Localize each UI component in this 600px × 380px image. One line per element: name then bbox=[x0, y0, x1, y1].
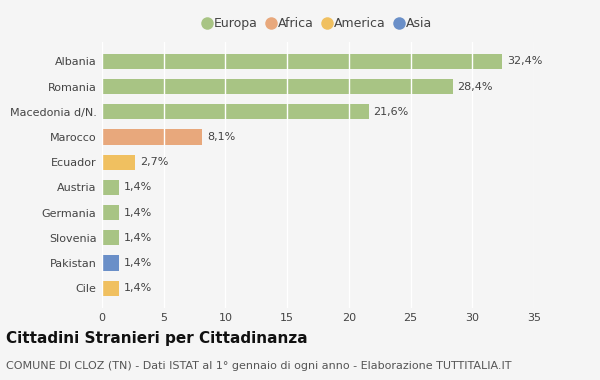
Text: 32,4%: 32,4% bbox=[507, 57, 542, 66]
Text: 1,4%: 1,4% bbox=[124, 207, 152, 218]
Bar bbox=[102, 155, 136, 170]
Bar bbox=[102, 255, 119, 271]
Bar bbox=[102, 54, 502, 69]
Bar bbox=[102, 280, 119, 296]
Bar bbox=[102, 130, 202, 144]
Text: COMUNE DI CLOZ (TN) - Dati ISTAT al 1° gennaio di ogni anno - Elaborazione TUTTI: COMUNE DI CLOZ (TN) - Dati ISTAT al 1° g… bbox=[6, 361, 511, 371]
Bar bbox=[102, 79, 452, 94]
Text: 1,4%: 1,4% bbox=[124, 258, 152, 268]
Text: 1,4%: 1,4% bbox=[124, 182, 152, 192]
Bar bbox=[102, 230, 119, 245]
Text: Cittadini Stranieri per Cittadinanza: Cittadini Stranieri per Cittadinanza bbox=[6, 331, 308, 345]
Legend: Europa, Africa, America, Asia: Europa, Africa, America, Asia bbox=[204, 17, 432, 30]
Text: 1,4%: 1,4% bbox=[124, 233, 152, 243]
Bar bbox=[102, 104, 368, 119]
Bar bbox=[102, 180, 119, 195]
Text: 2,7%: 2,7% bbox=[140, 157, 169, 167]
Text: 1,4%: 1,4% bbox=[124, 283, 152, 293]
Text: 8,1%: 8,1% bbox=[207, 132, 235, 142]
Text: 21,6%: 21,6% bbox=[374, 107, 409, 117]
Text: 28,4%: 28,4% bbox=[457, 82, 493, 92]
Bar bbox=[102, 205, 119, 220]
